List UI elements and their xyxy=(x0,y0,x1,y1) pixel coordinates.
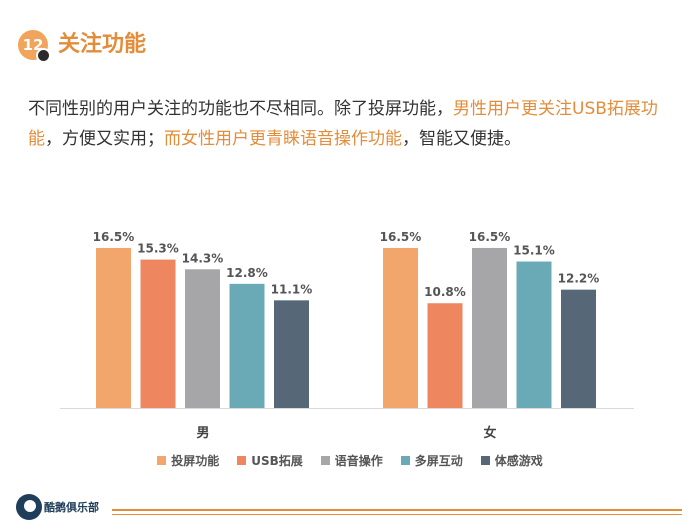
legend-swatch xyxy=(320,456,330,465)
club-logo-icon xyxy=(16,494,42,520)
data-label: 15.3% xyxy=(137,242,179,256)
legend-label: 语音操作 xyxy=(334,454,383,468)
logo-text: 酷鹅俱乐部 xyxy=(44,501,99,514)
bar-female-2 xyxy=(472,247,507,408)
legend-item: 语音操作 xyxy=(320,452,383,469)
description-highlight-female: 而女性用户更青睐语音操作功能 xyxy=(164,129,402,149)
description-text: 不同性别的用户关注的功能也不尽相同。除了投屏功能，男性用户更关注USB拓展功能，… xyxy=(28,94,678,154)
legend-item: 投屏功能 xyxy=(157,452,219,469)
legend-item: USB拓展 xyxy=(237,452,303,469)
data-label: 16.5% xyxy=(93,230,135,244)
description-highlight-male: 男性用户更关注USB拓展功能 xyxy=(28,99,658,149)
page-title: 关注功能 xyxy=(58,32,147,57)
data-label: 11.1% xyxy=(271,282,313,296)
category-label: 男 xyxy=(196,426,209,441)
chart-legend: 投屏功能 USB拓展 语音操作 多屏互动 体感游戏 xyxy=(0,452,700,469)
bar-male-2 xyxy=(185,269,220,408)
legend-swatch xyxy=(400,456,410,465)
data-label: 10.8% xyxy=(424,285,466,299)
legend-swatch xyxy=(237,456,247,465)
legend-item: 多屏互动 xyxy=(400,452,463,469)
legend-label: 多屏互动 xyxy=(414,454,463,468)
bar-female-4 xyxy=(561,289,596,408)
legend-label: USB拓展 xyxy=(251,454,303,468)
bar-female-1 xyxy=(427,303,463,408)
category-label: 女 xyxy=(483,425,496,441)
data-label: 14.3% xyxy=(182,251,224,265)
footer-divider xyxy=(112,509,682,511)
data-label: 16.5% xyxy=(380,230,422,244)
description-part-3: ，方便又实用； xyxy=(45,129,164,149)
legend-label: 体感游戏 xyxy=(494,454,543,468)
bar-female-3 xyxy=(516,261,552,408)
data-label: 12.2% xyxy=(558,272,600,286)
data-label: 16.5% xyxy=(469,230,511,244)
bar-female-0 xyxy=(383,247,418,408)
bar-male-4 xyxy=(274,300,309,408)
bar-male-1 xyxy=(140,259,176,408)
data-label: 15.1% xyxy=(513,244,555,258)
legend-swatch xyxy=(480,456,490,465)
footer-divider-thin xyxy=(112,514,682,515)
bar-male-0 xyxy=(96,247,131,408)
bar-chart: 16.5% 16.5%15.3%10.8%14.3%16.5%12.8%15.1%… xyxy=(60,230,634,441)
description-part-1: 不同性别的用户关注的功能也不尽相同。除了投屏功能， xyxy=(28,99,453,119)
description-part-5: ，智能又便捷。 xyxy=(402,129,521,149)
bar-male-3 xyxy=(229,283,265,408)
badge-dot-icon xyxy=(36,48,51,63)
legend-item: 体感游戏 xyxy=(480,452,543,469)
legend-label: 投屏功能 xyxy=(171,454,220,468)
data-label: 12.8% xyxy=(226,266,268,280)
legend-swatch xyxy=(157,456,167,465)
